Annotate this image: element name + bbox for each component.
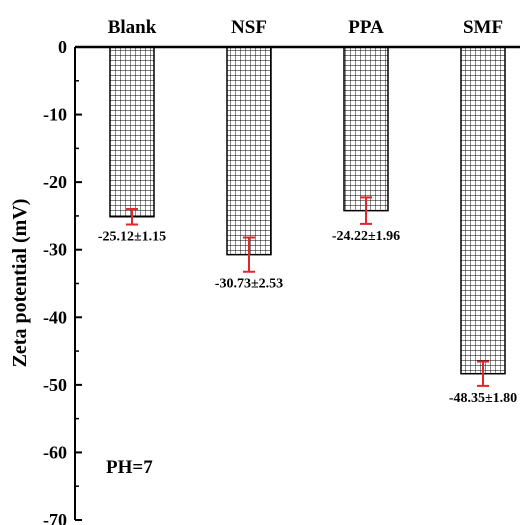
category-label-ppa: PPA: [348, 17, 384, 38]
y-tick-label: -50: [43, 375, 67, 395]
error-bar-blank: [126, 207, 138, 226]
error-bar-smf: [477, 360, 489, 387]
data-label-ppa: -24.22±1.96: [332, 229, 400, 244]
y-tick-label: -70: [43, 510, 67, 525]
data-label-blank: -25.12±1.15: [98, 230, 166, 245]
category-label-blank: Blank: [108, 17, 157, 38]
y-ticks-layer: 0 -10 -20 -30 -40 -50 -60 -70: [43, 37, 82, 525]
bar-blank: [109, 46, 155, 218]
y-axis-label: Zeta potential (mV): [9, 199, 31, 368]
category-label-nsf: NSF: [231, 17, 267, 38]
error-bar-ppa: [360, 196, 372, 225]
y-tick-label: -10: [43, 105, 67, 125]
bar-nsf: [226, 46, 272, 256]
y-tick-label: -20: [43, 172, 67, 192]
y-tick-label: -60: [43, 442, 67, 462]
y-tick-label: -30: [43, 240, 67, 260]
error-bars-layer: [126, 196, 489, 387]
ph-annotation: PH=7: [106, 457, 153, 478]
category-labels-layer: Blank NSF PPA SMF: [108, 17, 503, 38]
data-label-smf: -48.35±1.80: [449, 391, 517, 406]
category-label-smf: SMF: [463, 17, 503, 38]
y-tick-label: 0: [58, 37, 67, 57]
bars-layer: [109, 46, 506, 375]
data-label-nsf: -30.73±2.53: [215, 277, 283, 292]
bar-smf: [460, 46, 506, 375]
error-bar-nsf: [243, 236, 255, 273]
bar-ppa: [343, 46, 389, 212]
data-labels-layer: -25.12±1.15 -30.73±2.53 -24.22±1.96 -48.35±…: [98, 229, 517, 406]
y-tick-label: -40: [43, 307, 67, 327]
